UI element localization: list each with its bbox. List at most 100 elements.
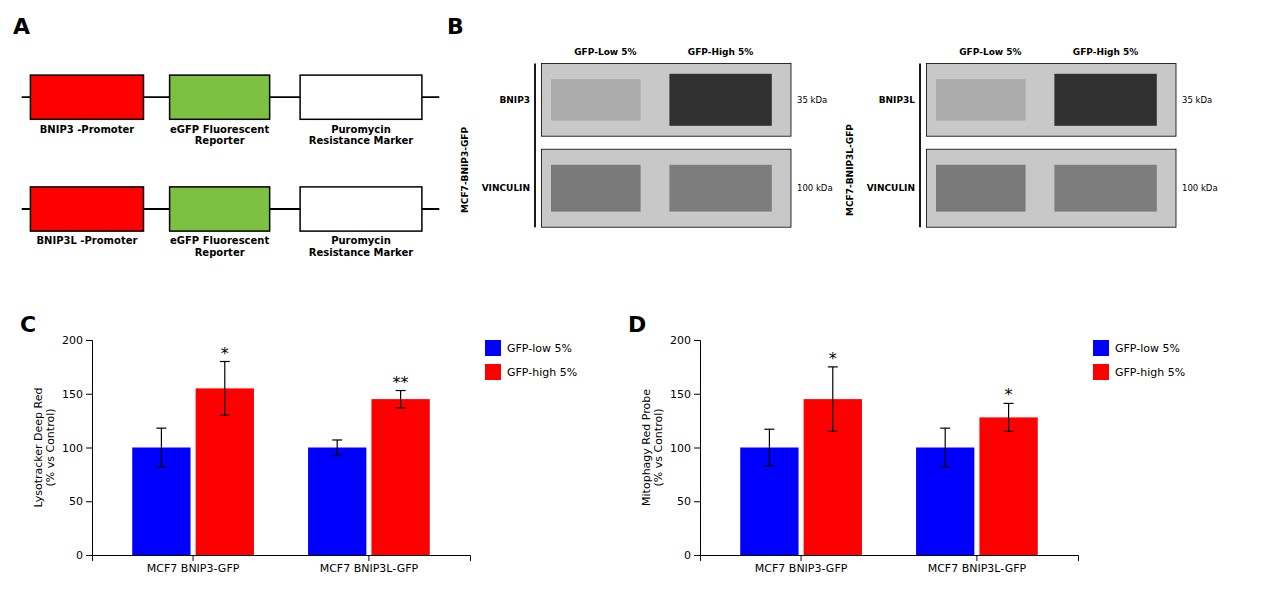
text-line: 35 kDa: [797, 95, 827, 105]
reporter-box: [170, 187, 270, 231]
kda-label: 35 kDa: [1182, 95, 1212, 105]
error-bar: [1004, 403, 1014, 431]
error-bar-cap: [764, 465, 774, 466]
x-tick: MCF7 BNIP3-GFP: [147, 555, 240, 575]
error-bar-cap: [940, 466, 950, 467]
y-tick-label: 200: [670, 334, 691, 347]
promoter-box: [30, 75, 143, 119]
kda-label: 35 kDa: [797, 95, 827, 105]
error-bar-cap: [156, 466, 166, 467]
y-tick-label: 100: [62, 442, 83, 455]
y-tick: 0: [684, 549, 700, 562]
annotations: **: [829, 349, 1013, 405]
text-line: (% vs Control): [652, 408, 665, 486]
y-axis-line: [86, 341, 93, 556]
panel-label: C: [20, 312, 36, 337]
y-tick: 150: [62, 388, 92, 401]
legend: GFP-low 5%GFP-high 5%: [1093, 340, 1185, 380]
y-tick-label: 0: [684, 549, 691, 562]
text-line: 35 kDa: [1182, 95, 1212, 105]
legend-label: GFP-high 5%: [507, 366, 577, 379]
error-bar: [764, 429, 774, 466]
construct-label: PuromycinResistance Marker: [309, 124, 413, 147]
x-tick-label: MCF7 BNIP3-GFP: [147, 562, 240, 575]
plot-area: [740, 367, 1038, 555]
diagram-panel: ABNIP3 -PromotereGFP FluorescentReporter…: [13, 14, 439, 258]
text-line: Mitophagy Red Probe: [640, 389, 653, 506]
y-tick: 0: [76, 549, 92, 562]
text-line: Resistance Marker: [309, 247, 413, 258]
text-line: D: [628, 312, 646, 337]
text-line: GFP-high 5%: [1115, 366, 1185, 379]
y-tick-label: 150: [670, 388, 691, 401]
panel-label: A: [13, 14, 30, 39]
text-line: Puromycin: [331, 124, 391, 135]
bar-panel: **050100150200MCF7 BNIP3-GFPMCF7 BNIP3L-…: [628, 312, 1185, 575]
significance-label: **: [393, 373, 409, 392]
bar-panel: ***050100150200MCF7 BNIP3-GFPMCF7 BNIP3L…: [20, 312, 577, 575]
text-line: MCF7-BNIP3-GFP: [460, 127, 470, 214]
lane-label: GFP-Low 5%: [959, 47, 1021, 57]
text-line: C: [20, 312, 36, 337]
error-bar-stem: [769, 429, 770, 466]
error-bar-stem: [400, 391, 401, 408]
text-line: eGFP Fluorescent: [170, 235, 269, 246]
x-axis-line: [701, 556, 1079, 562]
y-tick-mark: [694, 448, 700, 449]
error-bar-cap: [764, 429, 774, 430]
blot-band: [1054, 165, 1156, 212]
y-tick: 150: [670, 388, 700, 401]
text-line: GFP-high 5%: [507, 366, 577, 379]
marker-box: [300, 187, 422, 231]
y-axis: 0 50 100 150 200: [62, 334, 93, 562]
y-tick-mark: [694, 555, 700, 556]
legend-swatch: [1093, 340, 1109, 356]
y-tick-label: 100: [670, 442, 691, 455]
y-tick-mark: [694, 340, 700, 341]
y-tick-mark: [86, 340, 92, 341]
x-axis: MCF7 BNIP3-GFP MCF7 BNIP3L-GFP: [701, 555, 1079, 575]
x-tick-label: MCF7 BNIP3L-GFP: [928, 562, 1027, 575]
y-tick: 50: [69, 495, 92, 508]
annotations: ***: [221, 344, 409, 392]
error-bar-stem: [161, 428, 162, 467]
text-line: BNIP3L -Promoter: [36, 235, 137, 246]
x-tick: MCF7 BNIP3L-GFP: [928, 555, 1027, 575]
y-tick-mark: [86, 501, 92, 502]
blot-ylabel: MCF7-BNIP3-GFP: [460, 127, 470, 214]
x-tick-label: MCF7 BNIP3-GFP: [755, 562, 848, 575]
y-axis-line: [694, 341, 701, 556]
error-bar-stem: [224, 362, 225, 416]
error-bar-cap: [332, 439, 342, 440]
x-axis-line: [93, 556, 471, 562]
text-line: BNIP3: [499, 95, 530, 105]
text-line: *: [1005, 385, 1013, 404]
y-tick-mark: [694, 394, 700, 395]
panel-label: B: [447, 14, 464, 39]
text-line: *: [221, 344, 229, 363]
y-tick-label: 50: [69, 495, 83, 508]
error-bar-cap: [828, 431, 838, 432]
blot-panel: MCF7-BNIP3L-GFPGFP-Low 5%GFP-High 5%BNIP…: [845, 47, 1217, 227]
lane-label: GFP-Low 5%: [574, 47, 636, 57]
y-tick-label: 200: [62, 334, 83, 347]
error-bar-cap: [396, 407, 406, 408]
y-tick-mark: [694, 501, 700, 502]
significance-label: *: [221, 344, 229, 363]
text-line: Puromycin: [331, 235, 391, 246]
legend-swatch: [485, 364, 501, 380]
error-bar-cap: [332, 454, 342, 455]
blot-row-label: VINCULIN: [867, 183, 915, 193]
y-tick: 200: [62, 334, 92, 347]
y-tick-mark: [86, 394, 92, 395]
legend: GFP-low 5%GFP-high 5%: [485, 340, 577, 380]
construct-label: BNIP3L -Promoter: [36, 235, 137, 246]
x-tick: MCF7 BNIP3L-GFP: [320, 555, 419, 575]
legend-label: GFP-high 5%: [1115, 366, 1185, 379]
blot-bracket: [919, 63, 921, 227]
blot-background: [926, 63, 1176, 136]
error-bar-stem: [945, 428, 946, 467]
blot-panel: BMCF7-BNIP3-GFPGFP-Low 5%GFP-High 5%BNIP…: [447, 14, 833, 227]
blot-band: [551, 79, 641, 121]
significance-label: *: [829, 349, 837, 368]
